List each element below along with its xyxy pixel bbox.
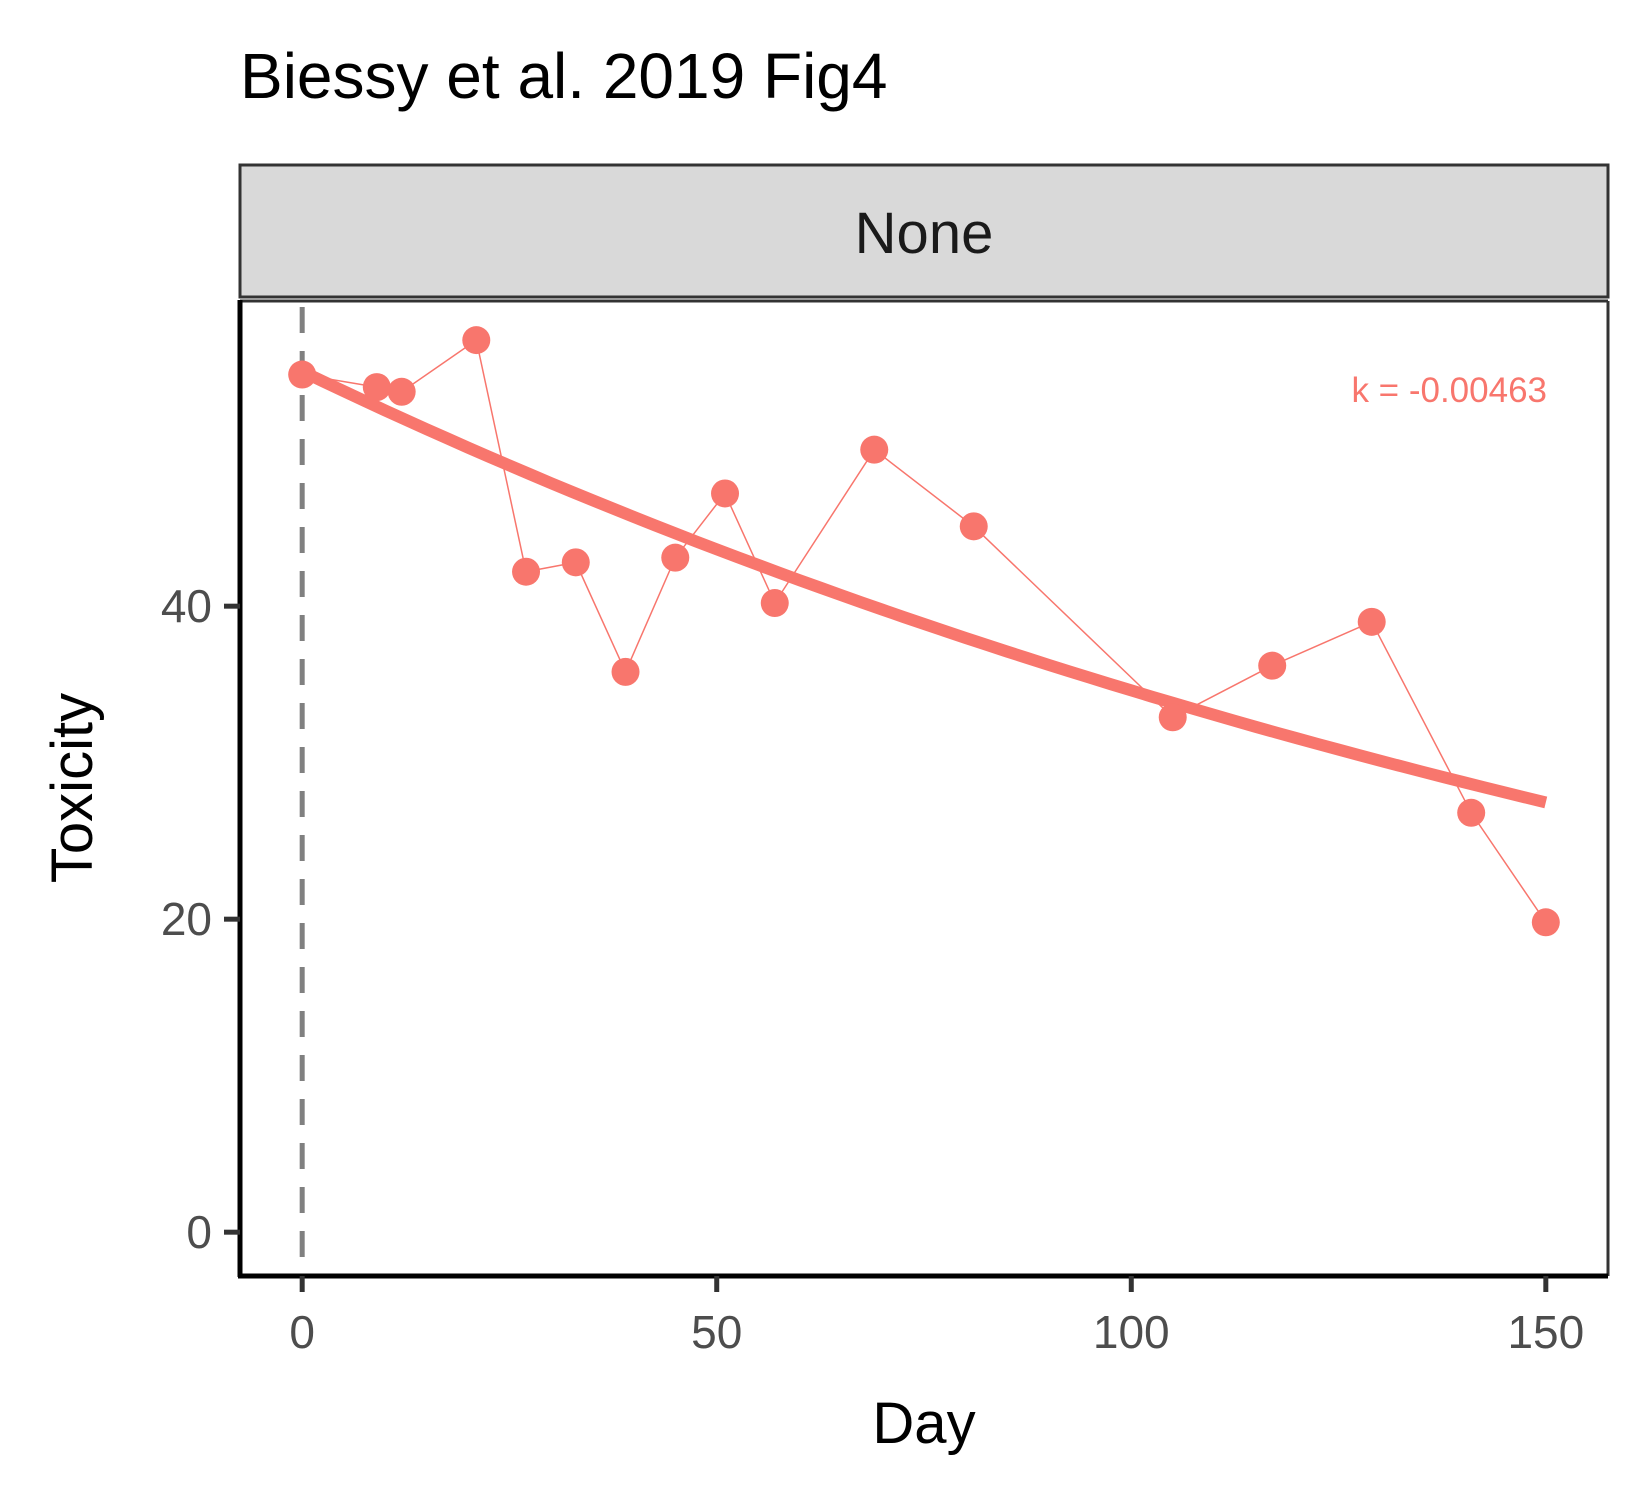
data-point-4: [512, 557, 541, 586]
y-axis-title: Toxicity: [40, 693, 105, 883]
facet-strip: [238, 163, 1610, 299]
y-tick-label-40: 40: [161, 580, 212, 632]
data-point-14: [1357, 607, 1386, 636]
fit-layer: [299, 365, 1548, 809]
data-point-3: [462, 326, 491, 355]
y-axis-ticks: 0 20 40: [161, 580, 240, 1258]
x-axis-title: Day: [872, 1391, 975, 1456]
data-point-9: [760, 589, 789, 618]
data-point-13: [1258, 651, 1287, 680]
plot-panel: [240, 301, 1608, 1276]
x-axis-ticks: 0 50 100 150: [289, 1276, 1584, 1358]
facet-label: None: [855, 201, 994, 266]
data-point-7: [661, 543, 690, 572]
data-point-8: [711, 479, 740, 508]
data-point-12: [1158, 703, 1187, 732]
y-tick-label-20: 20: [161, 893, 212, 945]
data-point-6: [611, 657, 640, 686]
data-point-16: [1531, 908, 1560, 937]
data-point-5: [561, 548, 590, 577]
x-tick-label-0: 0: [289, 1306, 315, 1358]
exponential-fit-curve: [299, 365, 1548, 809]
data-point-0: [288, 360, 317, 389]
x-tick-label-50: 50: [691, 1306, 742, 1358]
fit-k-annotation: k = -0.00463: [1351, 371, 1547, 410]
y-tick-label-0: 0: [186, 1206, 212, 1258]
data-point-1: [362, 373, 391, 402]
data-point-10: [860, 435, 889, 464]
chart-title: Biessy et al. 2019 Fig4: [240, 40, 887, 112]
data-point-11: [959, 512, 988, 541]
x-tick-label-100: 100: [1093, 1306, 1170, 1358]
data-point-15: [1457, 798, 1486, 827]
x-tick-label-150: 150: [1507, 1306, 1584, 1358]
points-layer: [288, 326, 1560, 937]
data-point-2: [387, 377, 416, 406]
